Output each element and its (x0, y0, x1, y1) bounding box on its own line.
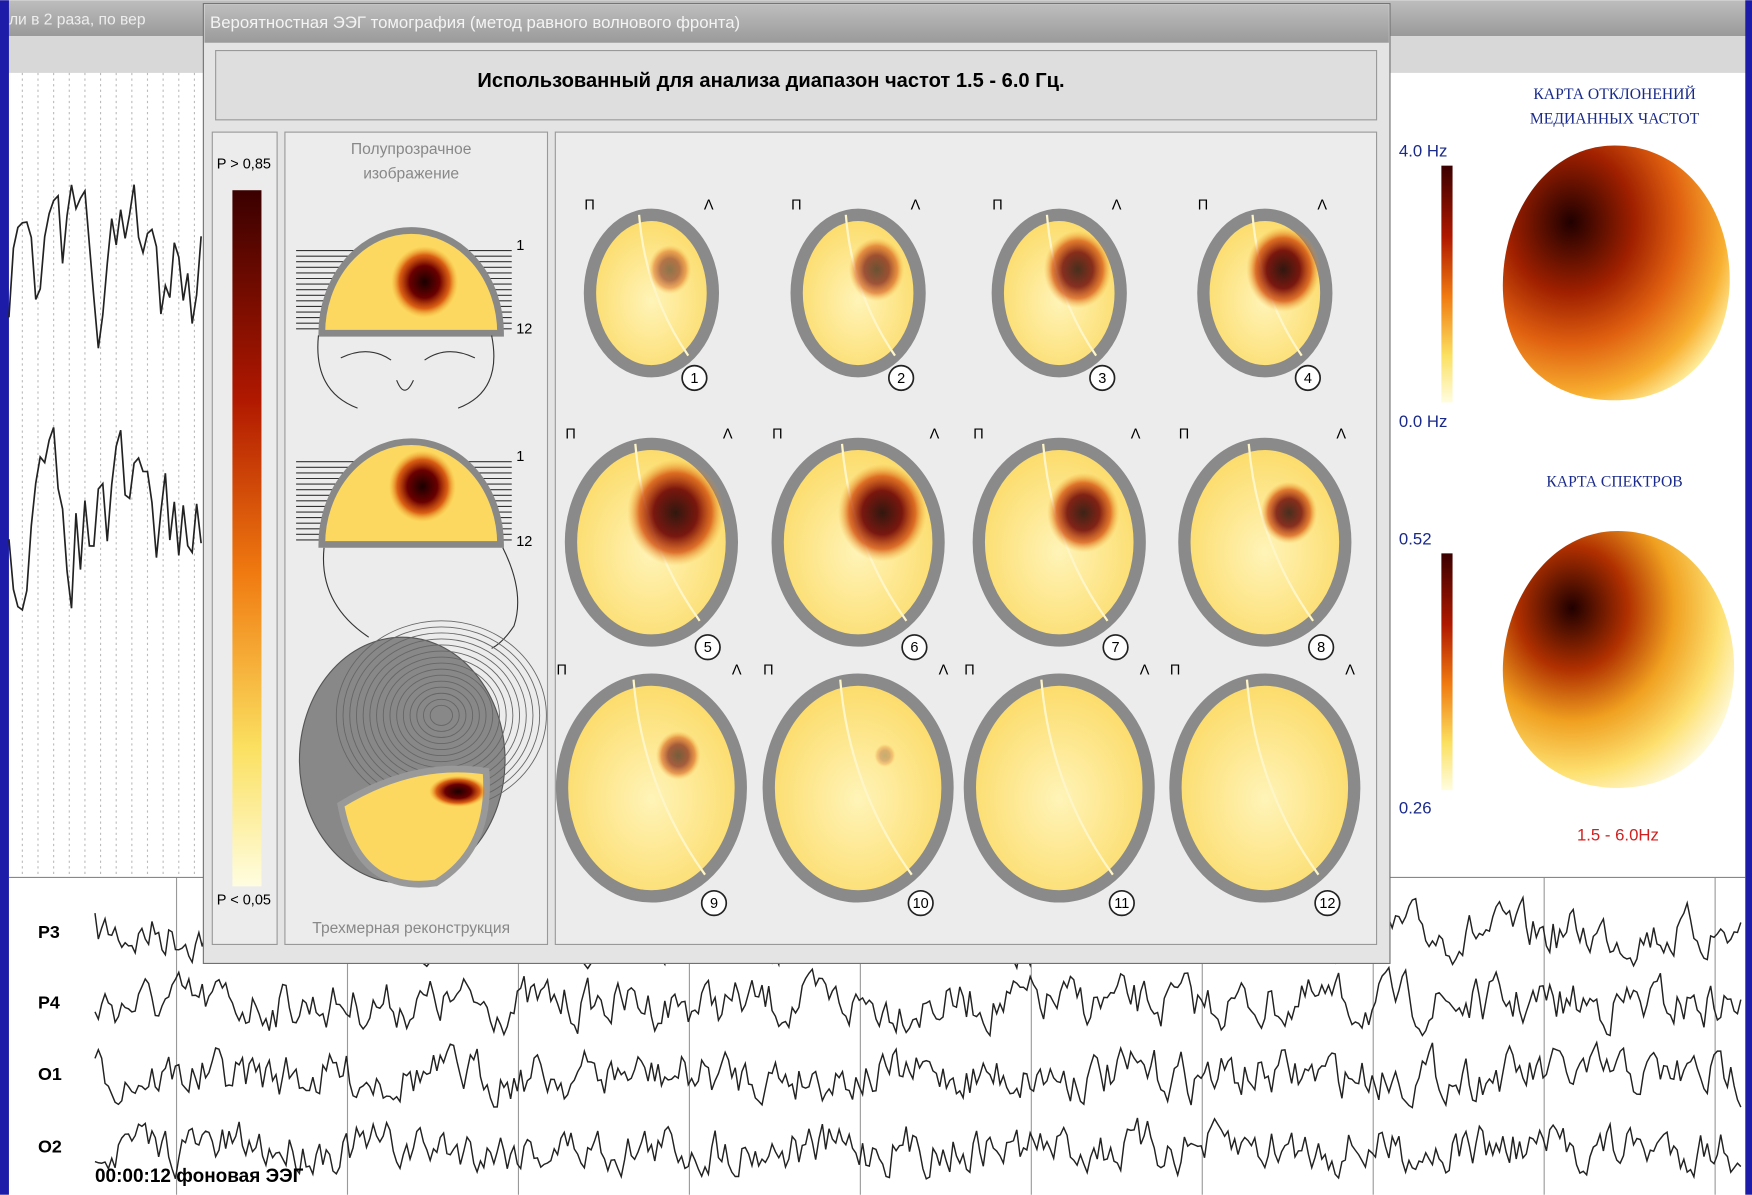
side-label: Λ (704, 198, 714, 214)
side-label: Λ (1140, 663, 1150, 679)
side-label: Λ (1336, 427, 1346, 443)
activation (648, 245, 691, 294)
side-label: П (772, 427, 782, 443)
screen: ли в 2 раза, по вер P3 P4 O1 O2 00:00:12… (0, 0, 1752, 1195)
slice-skull (970, 680, 1149, 897)
side-label: Λ (939, 663, 949, 679)
activation (1261, 482, 1317, 544)
frame-right (1745, 0, 1752, 1194)
activation (389, 451, 456, 523)
channel-label: O2 (38, 1137, 62, 1157)
slice-number: 8 (1317, 640, 1325, 656)
slice-number: 12 (1319, 896, 1335, 912)
dialog-title: Вероятностная ЭЭГ томография (метод равн… (210, 13, 740, 32)
window-title: ли в 2 раза, по вер (9, 12, 146, 29)
slice-number: 9 (710, 896, 718, 912)
preview-caption: Трехмерная реконструкция (312, 920, 510, 937)
channel-label: P4 (38, 992, 60, 1012)
preview-title: Полупрозрачное (351, 141, 472, 158)
probability-scale (232, 190, 261, 886)
side-label: П (565, 427, 575, 443)
activation (656, 731, 701, 780)
scale-min: P < 0,05 (217, 893, 271, 909)
band-label: 1.5 - 6.0Hz (1577, 825, 1659, 844)
frame-left (0, 0, 9, 1194)
map-title: КАРТА СПЕКТРОВ (1546, 474, 1682, 491)
slice-label: 12 (516, 534, 532, 550)
scale-max: 4.0 Hz (1399, 142, 1447, 161)
activation (429, 776, 487, 807)
scale-max: P > 0,85 (217, 156, 271, 172)
slice-number: 4 (1304, 371, 1312, 387)
slice-number: 7 (1112, 640, 1120, 656)
slice-skull (562, 680, 741, 897)
side-label: П (992, 198, 1002, 214)
channel-label: P3 (38, 922, 60, 942)
slice-number: 1 (690, 371, 698, 387)
activation (838, 464, 926, 561)
activation (1246, 227, 1320, 311)
slice-number: 11 (1114, 896, 1129, 912)
side-label: Λ (1131, 427, 1141, 443)
slice-number: 6 (910, 640, 918, 656)
activation (627, 460, 724, 566)
scale-max: 0.52 (1399, 529, 1432, 548)
slice-number: 3 (1098, 371, 1106, 387)
map-title: МЕДИАННЫХ ЧАСТОТ (1530, 110, 1700, 127)
side-label: Λ (732, 663, 742, 679)
slice-skull (590, 215, 713, 371)
slice-label: 1 (516, 238, 524, 254)
map-title: КАРТА ОТКЛОНЕНИЙ (1533, 86, 1695, 103)
activation (1044, 231, 1112, 308)
side-label: П (556, 663, 566, 679)
side-label: Λ (911, 198, 921, 214)
activation (849, 238, 904, 301)
side-label: П (1198, 198, 1208, 214)
side-label: П (791, 198, 801, 214)
status-text: 00:00:12 фоновая ЭЭГ (95, 1166, 304, 1187)
side-label: Λ (1112, 198, 1122, 214)
side-label: П (1170, 663, 1180, 679)
side-label: П (763, 663, 773, 679)
slice-skull (1175, 680, 1354, 897)
activation (1047, 473, 1119, 553)
side-label: Λ (1317, 198, 1327, 214)
side-label: П (1179, 427, 1189, 443)
scale-bar (1441, 553, 1452, 790)
slice-number: 5 (704, 640, 712, 656)
scale-bar (1441, 166, 1452, 403)
preview-title: изображение (363, 166, 459, 183)
header-text: Использованный для анализа диапазон част… (477, 70, 1064, 92)
side-label: П (584, 198, 594, 214)
channel-label: O1 (38, 1064, 62, 1084)
side-label: Λ (723, 427, 733, 443)
slice-label: 12 (516, 322, 532, 338)
side-label: Λ (1345, 663, 1355, 679)
activation (874, 744, 895, 767)
slice-skull (769, 680, 948, 897)
slice-label: 1 (516, 449, 524, 465)
slice-skull (1184, 444, 1345, 641)
scale-min: 0.26 (1399, 799, 1432, 818)
slice-number: 2 (897, 371, 905, 387)
side-label: Λ (930, 427, 940, 443)
dialog: Вероятностная ЭЭГ томография (метод равн… (203, 4, 1390, 964)
side-label: П (964, 663, 974, 679)
slice-number: 10 (913, 896, 929, 912)
page: ли в 2 раза, по вер P3 P4 O1 O2 00:00:12… (0, 0, 1752, 1195)
activation (391, 246, 458, 318)
scale-min: 0.0 Hz (1399, 412, 1447, 431)
side-label: П (973, 427, 983, 443)
